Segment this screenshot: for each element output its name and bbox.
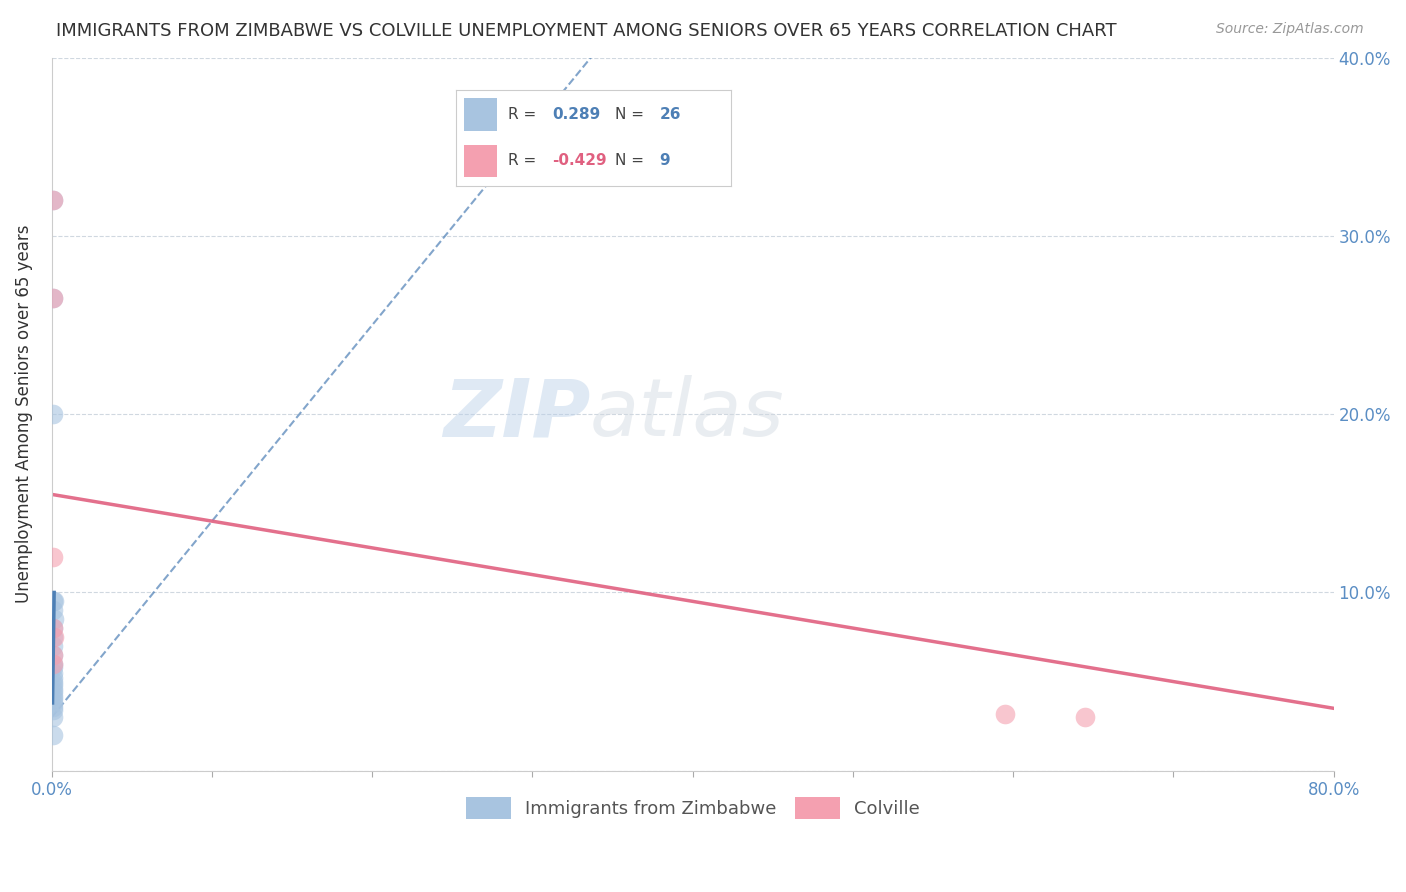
Text: atlas: atlas bbox=[591, 376, 785, 453]
Point bbox=[41, 194, 63, 208]
Point bbox=[44, 630, 66, 644]
Text: IMMIGRANTS FROM ZIMBABWE VS COLVILLE UNEMPLOYMENT AMONG SENIORS OVER 65 YEARS CO: IMMIGRANTS FROM ZIMBABWE VS COLVILLE UNE… bbox=[56, 22, 1116, 40]
Point bbox=[41, 728, 63, 742]
Point bbox=[1074, 710, 1097, 724]
Point bbox=[42, 594, 65, 608]
Point bbox=[42, 657, 65, 671]
Point bbox=[42, 665, 65, 680]
Point bbox=[42, 603, 65, 617]
Point bbox=[42, 671, 65, 685]
Point bbox=[41, 685, 63, 699]
Point bbox=[42, 630, 65, 644]
Point bbox=[41, 549, 63, 564]
Point bbox=[42, 612, 65, 626]
Point bbox=[42, 407, 65, 421]
Point bbox=[42, 692, 65, 706]
Point bbox=[42, 678, 65, 692]
Legend: Immigrants from Zimbabwe, Colville: Immigrants from Zimbabwe, Colville bbox=[458, 789, 927, 826]
Point bbox=[42, 621, 65, 635]
Point bbox=[42, 681, 65, 696]
Point bbox=[41, 291, 63, 305]
Point bbox=[42, 699, 65, 714]
Point bbox=[41, 660, 63, 674]
Point bbox=[42, 648, 65, 662]
Point bbox=[42, 689, 65, 703]
Point bbox=[42, 657, 65, 671]
Text: Source: ZipAtlas.com: Source: ZipAtlas.com bbox=[1216, 22, 1364, 37]
Point bbox=[41, 696, 63, 710]
Point bbox=[44, 594, 66, 608]
Point bbox=[42, 648, 65, 662]
Point bbox=[41, 194, 63, 208]
Point bbox=[42, 710, 65, 724]
Point bbox=[42, 291, 65, 305]
Y-axis label: Unemployment Among Seniors over 65 years: Unemployment Among Seniors over 65 years bbox=[15, 225, 32, 603]
Point bbox=[41, 639, 63, 653]
Point bbox=[42, 621, 65, 635]
Point bbox=[41, 674, 63, 689]
Point bbox=[42, 703, 65, 717]
Text: ZIP: ZIP bbox=[443, 376, 591, 453]
Point bbox=[994, 706, 1017, 721]
